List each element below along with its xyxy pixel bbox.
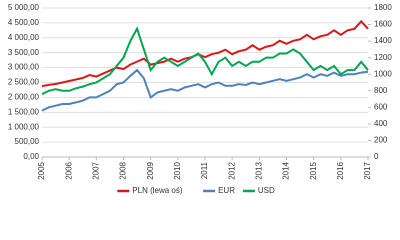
series-line [41, 26, 369, 95]
x-tick-label: 2005 [37, 161, 46, 179]
y-tick-label: 2 500,00 [8, 78, 40, 87]
y2-tick-label: 800 [374, 86, 388, 95]
chart: 0,00 500,00 1 000,00 1 500,00 2 000,00 2 500,… [8, 3, 392, 195]
y-tick-label: 4 500,00 [8, 18, 40, 27]
series-line [41, 68, 369, 112]
x-tick-label: 2006 [64, 161, 73, 179]
x-tick-label: 2017 [363, 161, 372, 179]
x-tick-label: 2011 [200, 161, 209, 179]
legend-label: PLN (lewa oś) [132, 186, 183, 195]
y-tick-label: 500,00 [15, 137, 40, 146]
x-tick-label: 2008 [119, 161, 128, 179]
y-tick-label: 0,00 [23, 152, 39, 161]
legend-label: EUR [218, 186, 235, 195]
series-line [41, 19, 369, 88]
x-tick-label: 2016 [336, 161, 345, 179]
legend-label: USD [258, 186, 275, 195]
x-tick-label: 2014 [282, 161, 291, 179]
y2-tick-label: 200 [374, 136, 388, 145]
x-tick-label: 2012 [227, 161, 236, 179]
x-tick-label: 2013 [254, 161, 263, 179]
y-tick-label: 3 000,00 [8, 63, 40, 72]
y-tick-label: 2 000,00 [8, 93, 40, 102]
y2-tick-label: 1400 [374, 36, 392, 45]
y-tick-label: 4 000,00 [8, 33, 40, 42]
y2-tick-label: 0 [374, 152, 379, 161]
y2-tick-label: 1200 [374, 53, 392, 62]
x-tick-label: 2007 [91, 161, 100, 179]
y2-tick-label: 1800 [374, 3, 392, 12]
y2-tick-label: 400 [374, 119, 388, 128]
x-tick-label: 2015 [309, 161, 318, 179]
y-tick-label: 3 500,00 [8, 48, 40, 57]
y2-tick-label: 1000 [374, 69, 392, 78]
y2-tick-label: 1600 [374, 20, 392, 29]
y-tick-label: 1 000,00 [8, 122, 40, 131]
y2-tick-label: 600 [374, 102, 388, 111]
y-tick-label: 1 500,00 [8, 107, 40, 116]
y-tick-label: 5 000,00 [8, 3, 40, 12]
x-tick-label: 2009 [146, 161, 155, 179]
x-tick-label: 2010 [173, 161, 182, 179]
